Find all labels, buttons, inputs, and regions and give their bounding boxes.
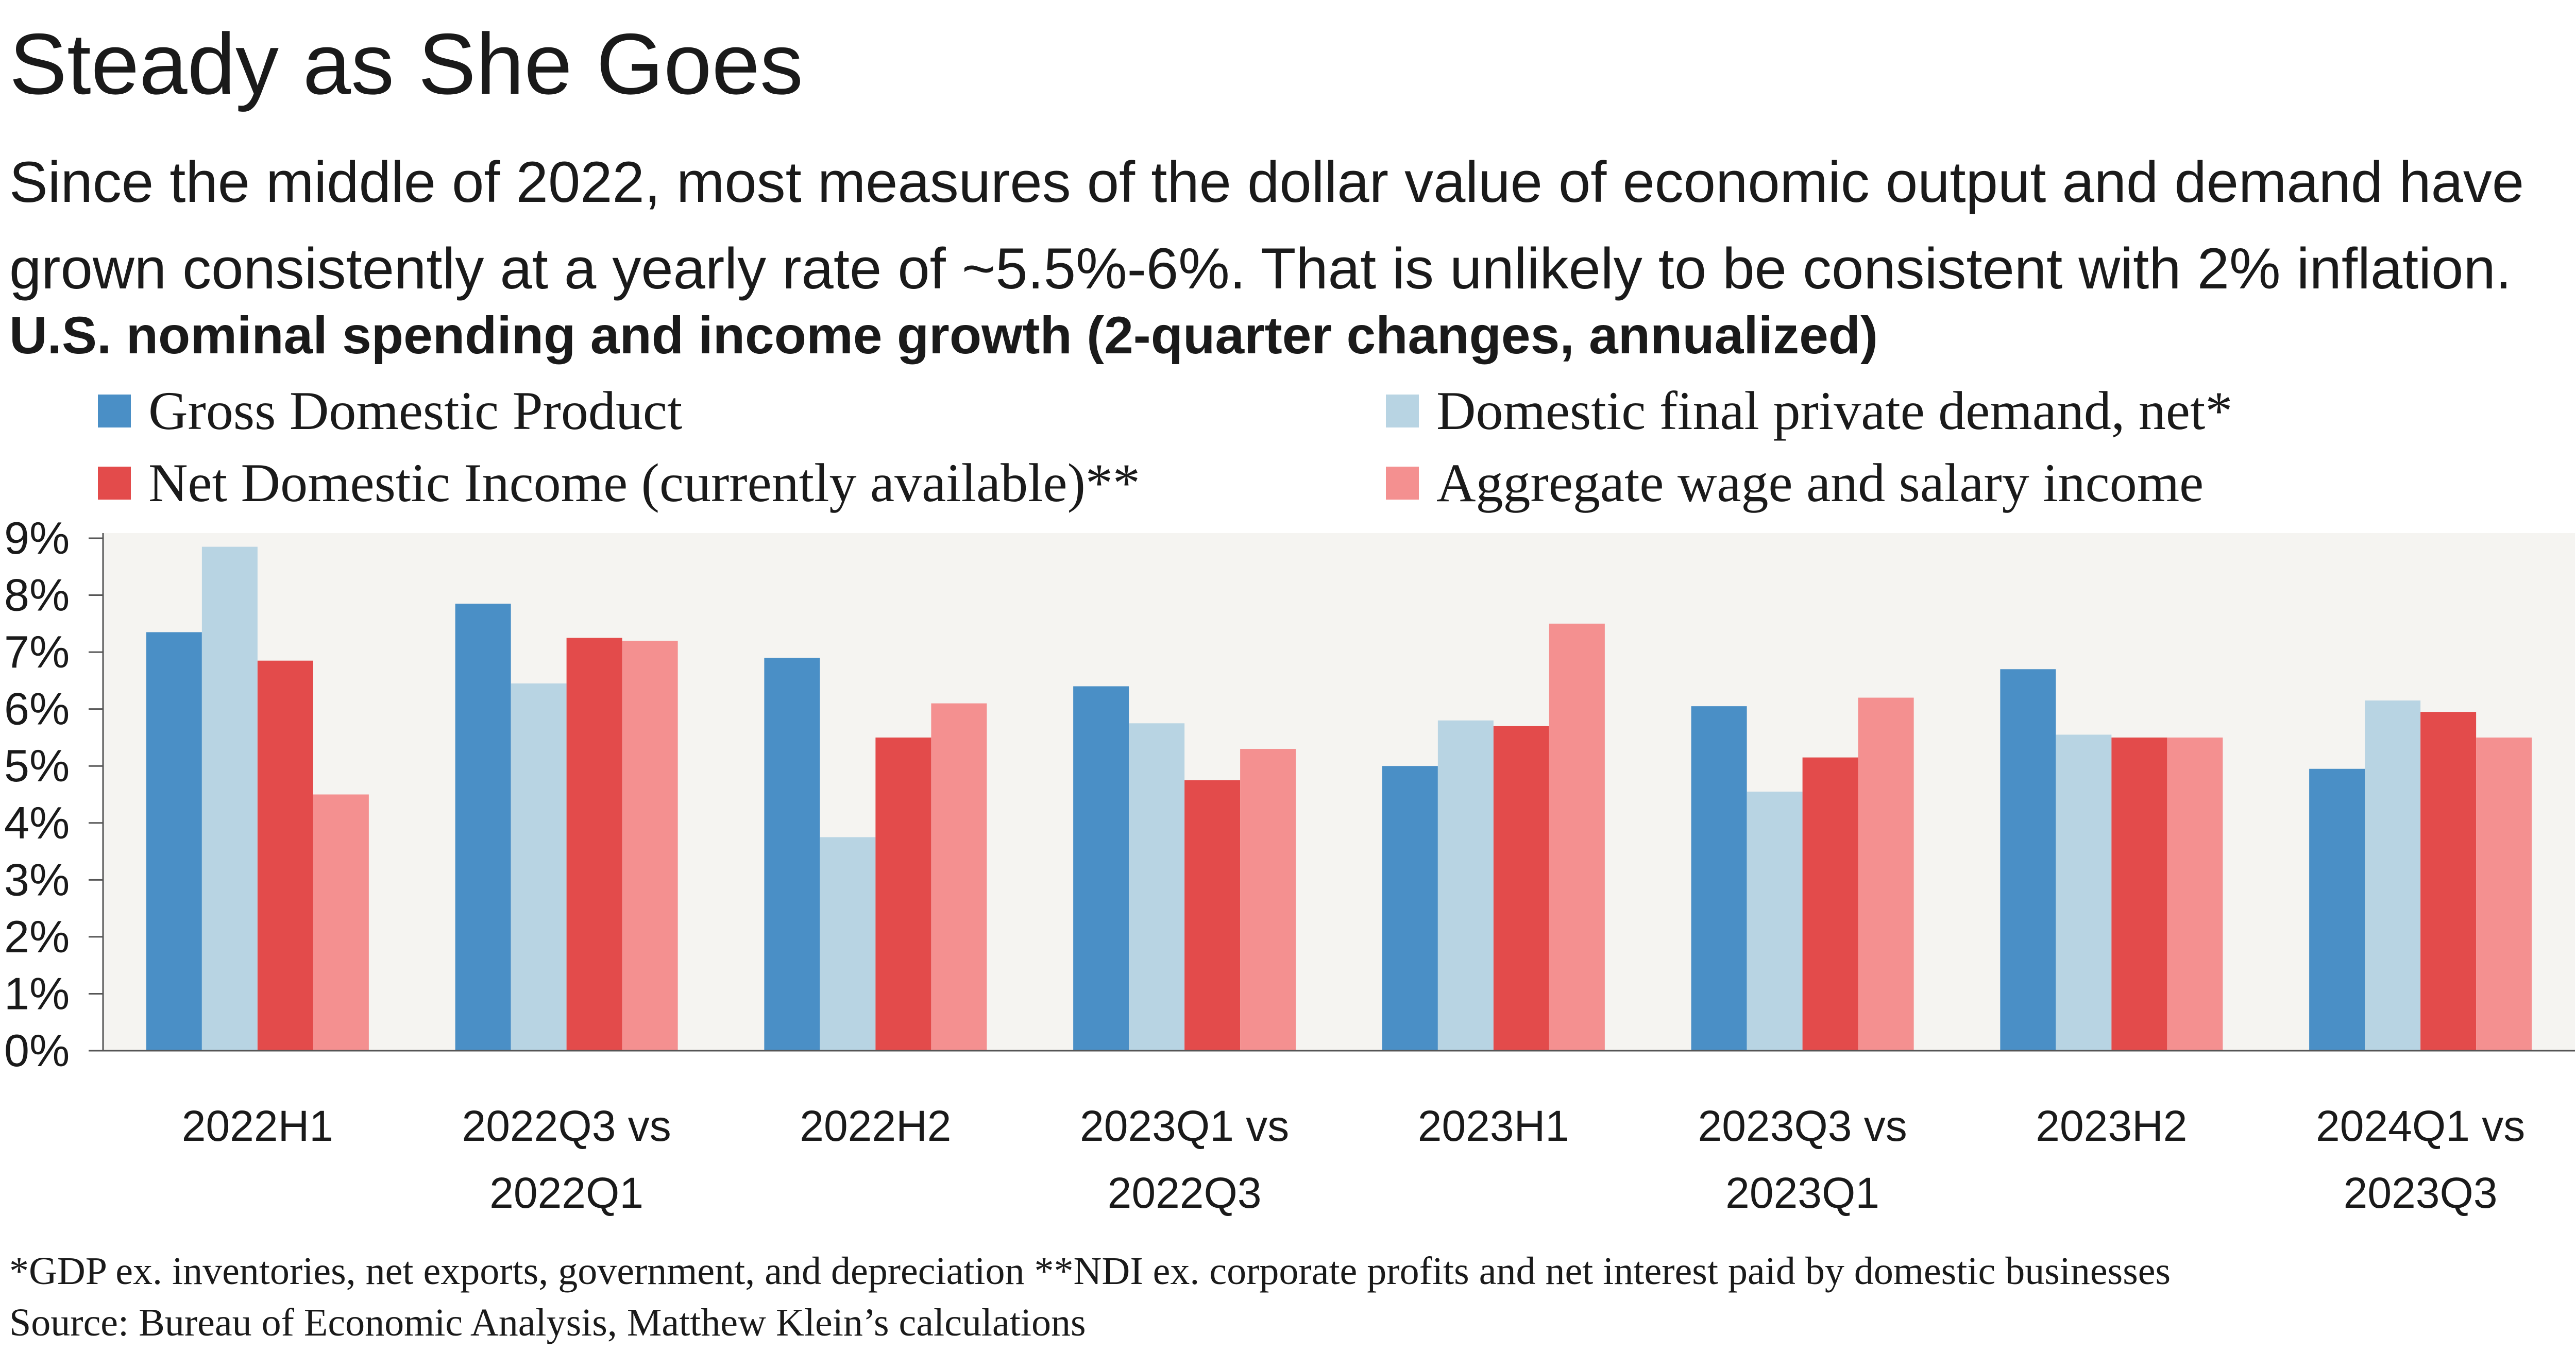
bar [201, 546, 258, 1051]
x-category-label: 2024Q1 vs [2316, 1102, 2525, 1150]
y-tick-label: 2% [4, 911, 70, 962]
bar [511, 683, 567, 1051]
bar [931, 703, 987, 1051]
chart-heading: U.S. nominal spending and income growth … [9, 306, 1878, 365]
bar [257, 660, 313, 1051]
legend-item: Net Domestic Income (currently available… [98, 456, 1140, 510]
bar [313, 794, 369, 1051]
bar [1240, 749, 1296, 1051]
bar [2167, 737, 2223, 1051]
chart-title: Steady as She Goes [9, 15, 803, 112]
bar [1858, 697, 1914, 1051]
bar [2365, 700, 2421, 1051]
bar [455, 604, 511, 1051]
legend-label: Domestic final private demand, net* [1436, 381, 2233, 441]
bar [2111, 737, 2167, 1051]
bar [1073, 686, 1129, 1051]
legend-swatch [1386, 467, 1419, 500]
x-category-label: 2023Q3 vs [1698, 1102, 1907, 1150]
y-tick-label: 4% [4, 797, 70, 848]
x-category-label: 2023H2 [2036, 1102, 2187, 1150]
legend-label: Aggregate wage and salary income [1436, 453, 2204, 513]
legend-swatch [1386, 395, 1419, 427]
bar [2000, 669, 2056, 1051]
y-tick-label: 5% [4, 740, 70, 791]
legend-label: Net Domestic Income (currently available… [148, 453, 1140, 513]
legend-item: Domestic final private demand, net* [1386, 384, 2232, 438]
chart-subtitle: Since the middle of 2022, most measures … [9, 150, 2524, 301]
x-category-label: 2022Q3 vs [462, 1102, 671, 1150]
legend-item: Aggregate wage and salary income [1386, 456, 2204, 510]
bar [820, 837, 876, 1051]
x-category-label: 2022Q1 [489, 1169, 643, 1217]
bar [1129, 723, 1185, 1051]
bar [566, 638, 622, 1051]
bar [2056, 734, 2112, 1051]
footnote: *GDP ex. inventories, net exports, gover… [9, 1250, 2171, 1293]
x-category-label: 2022Q3 [1108, 1169, 1262, 1217]
legend-item: Gross Domestic Product [98, 384, 682, 438]
bar [146, 632, 202, 1051]
bar [2476, 737, 2532, 1051]
bar [1382, 766, 1438, 1051]
y-tick-label: 0% [4, 1025, 70, 1076]
legend-swatch [98, 395, 131, 427]
bar [1802, 757, 1858, 1051]
bar [2309, 768, 2365, 1051]
y-tick-label: 8% [4, 570, 70, 621]
bar [622, 641, 678, 1051]
x-category-label: 2022H2 [800, 1102, 951, 1150]
legend-label: Gross Domestic Product [148, 381, 683, 441]
bar [1493, 726, 1549, 1051]
bar [764, 658, 820, 1051]
bar [1691, 706, 1747, 1051]
bar [1747, 791, 1803, 1051]
x-category-label: 2023Q1 [1725, 1169, 1879, 1217]
y-tick-label: 7% [4, 626, 70, 677]
y-tick-label: 1% [4, 968, 70, 1019]
x-category-label: 2022H1 [182, 1102, 333, 1150]
bar [2420, 712, 2477, 1051]
x-category-label: 2023Q1 vs [1080, 1102, 1289, 1150]
bar [1184, 780, 1241, 1051]
bar [1437, 720, 1494, 1051]
x-category-label: 2023H1 [1418, 1102, 1569, 1150]
x-category-label: 2023Q3 [2344, 1169, 2498, 1217]
bar [875, 737, 931, 1051]
bar [1549, 623, 1605, 1051]
legend-swatch [98, 467, 131, 500]
y-tick-label: 6% [4, 683, 70, 734]
source-note: Source: Bureau of Economic Analysis, Mat… [9, 1301, 1086, 1344]
y-tick-label: 9% [4, 512, 70, 563]
y-tick-label: 3% [4, 854, 70, 905]
